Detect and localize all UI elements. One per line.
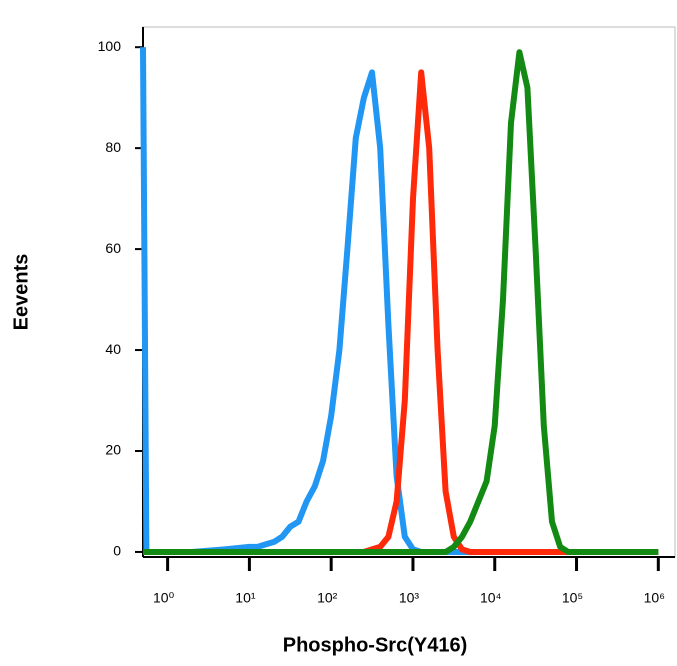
x-tick-label: 10⁰ (153, 590, 175, 606)
y-tick-label: 100 (98, 38, 122, 54)
y-tick-label: 60 (105, 240, 121, 256)
x-tick-label: 10⁴ (480, 590, 502, 606)
x-axis-title: Phospho-Src(Y416) (283, 634, 467, 656)
x-tick-label: 10¹ (235, 590, 256, 606)
y-tick-label: 0 (113, 543, 121, 559)
y-tick-label: 80 (105, 139, 121, 155)
x-tick-label: 10² (317, 590, 338, 606)
y-tick-label: 20 (105, 442, 121, 458)
x-tick-label: 10⁶ (644, 590, 665, 606)
x-tick-label: 10⁵ (562, 590, 583, 606)
histogram-line (143, 69, 659, 555)
x-tick-label: 10³ (399, 590, 420, 606)
y-tick-label: 40 (105, 341, 121, 357)
y-axis-title: Eevents (10, 254, 32, 331)
histogram-line (143, 49, 659, 555)
